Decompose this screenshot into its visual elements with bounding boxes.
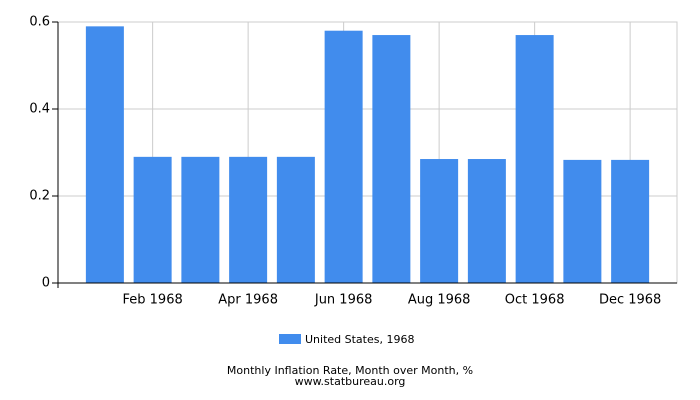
bar	[276, 156, 315, 283]
legend-label: United States, 1968	[305, 333, 414, 346]
bar	[515, 35, 554, 283]
bar	[133, 156, 172, 283]
bar	[563, 159, 602, 283]
x-tick-label: Feb 1968	[123, 293, 183, 308]
x-tick-label: Jun 1968	[314, 293, 373, 308]
bar	[181, 156, 220, 283]
y-tick-label: 0	[42, 276, 50, 291]
x-tick-label: Aug 1968	[408, 293, 471, 308]
chart-title: Monthly Inflation Rate, Month over Month…	[227, 364, 473, 377]
bar	[229, 156, 268, 283]
bar	[85, 26, 124, 283]
bar	[467, 159, 506, 283]
legend-swatch	[279, 334, 301, 344]
y-tick-label: 0.4	[29, 102, 50, 117]
y-tick-label: 0.2	[29, 189, 50, 204]
bar	[611, 159, 650, 283]
bar	[372, 35, 411, 283]
y-tick-label: 0.6	[29, 15, 50, 30]
x-tick-label: Dec 1968	[599, 293, 661, 308]
x-tick-label: Oct 1968	[505, 293, 565, 308]
x-tick-label: Apr 1968	[218, 293, 278, 308]
bar	[324, 30, 363, 284]
bar	[420, 159, 459, 283]
source: www.statbureau.org	[295, 375, 406, 388]
